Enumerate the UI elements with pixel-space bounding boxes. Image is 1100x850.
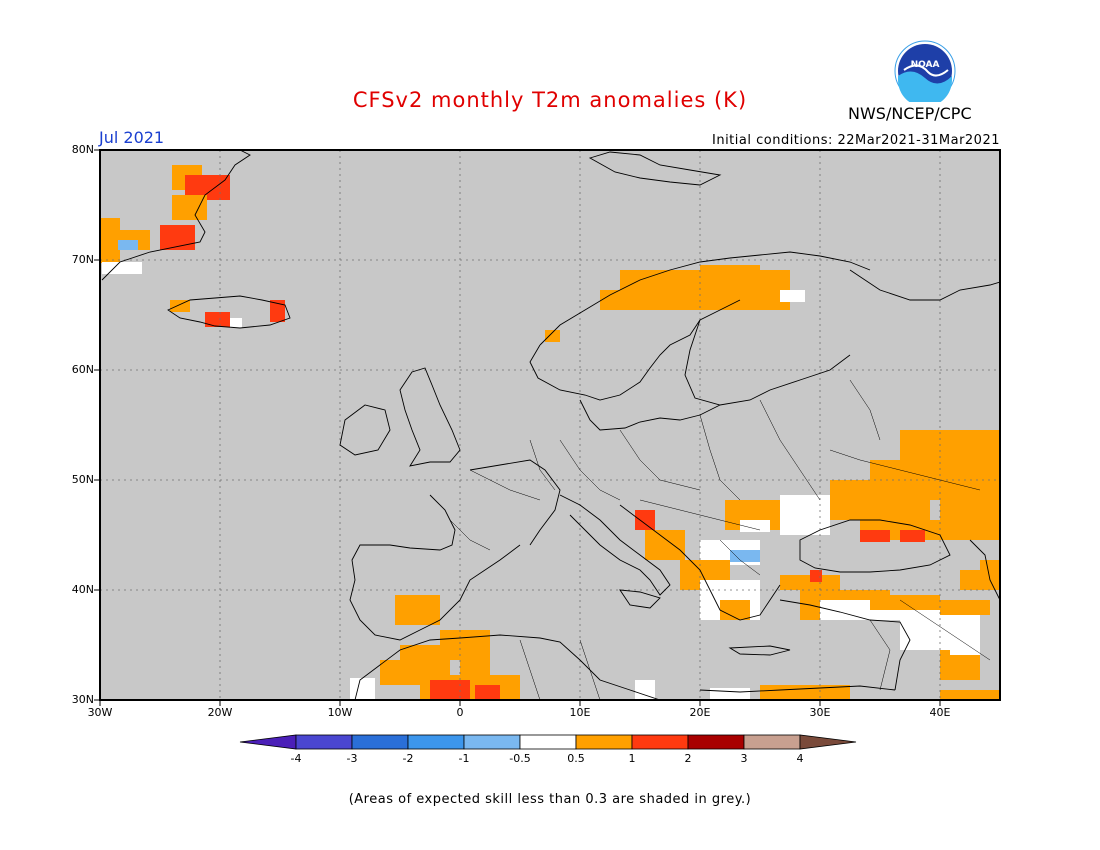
tick-marks: [94, 149, 941, 706]
lon-label: 30W: [87, 706, 113, 719]
colorbar-label: -3: [346, 752, 358, 765]
colorbar-label: -1: [458, 752, 470, 765]
forecast-month: Jul 2021: [99, 128, 165, 147]
colorbar-label: 4: [796, 752, 804, 765]
colorbar-label: 2: [684, 752, 692, 765]
lon-label: 0: [456, 706, 464, 719]
anomaly-cell: [118, 240, 138, 250]
anomaly-cell: [635, 680, 655, 700]
colorbar-arrow-right: [799, 734, 857, 750]
colorbar: [239, 734, 857, 750]
initial-conditions: Initial conditions: 22Mar2021-31Mar2021: [712, 133, 1000, 148]
colorbar-label: 3: [740, 752, 748, 765]
anomaly-cell: [395, 595, 440, 625]
colorbar-swatch: [351, 734, 409, 750]
anomaly-cell: [380, 660, 410, 685]
lon-label: 10E: [569, 706, 591, 719]
coastlines: [101, 150, 1000, 700]
colorbar-label: -0.5: [509, 752, 531, 765]
colorbar-swatch: [631, 734, 689, 750]
anomaly-cell: [270, 300, 285, 322]
gridlines: [100, 150, 1000, 700]
anomaly-cell: [350, 678, 375, 700]
anomaly-cell: [100, 218, 120, 263]
anomaly-cell: [730, 550, 760, 562]
anomaly-cell: [475, 685, 500, 700]
anomaly-cell: [810, 570, 822, 582]
anomaly-cell: [430, 680, 470, 700]
lon-label: 10W: [327, 706, 353, 719]
anomaly-cell: [460, 660, 490, 680]
anomaly-cell: [950, 630, 980, 655]
colorbar-swatch: [407, 734, 465, 750]
colorbar-arrow-left: [239, 734, 297, 750]
lon-label: 30E: [809, 706, 831, 719]
colorbar-swatch: [743, 734, 801, 750]
lat-label: 60N: [71, 363, 94, 376]
anomaly-cell: [870, 595, 940, 610]
colorbar-label: 1: [628, 752, 636, 765]
anomaly-cell: [780, 495, 830, 535]
anomaly-cell: [160, 225, 195, 250]
anomaly-cell: [720, 600, 750, 620]
anomaly-cell: [170, 300, 190, 312]
anomaly-cell: [980, 560, 1000, 590]
lat-label: 30N: [71, 693, 94, 706]
lat-label: 50N: [71, 473, 94, 486]
anomaly-cell: [940, 690, 1000, 700]
colorbar-swatch: [295, 734, 353, 750]
colorbar-swatch: [575, 734, 633, 750]
lon-label: 20W: [207, 706, 233, 719]
logo-text: NOAA: [911, 60, 940, 70]
anomaly-cell: [635, 510, 655, 530]
anomaly-cell: [172, 195, 207, 220]
colorbar-label: -4: [290, 752, 302, 765]
anomaly-cell: [780, 290, 805, 302]
anomaly-cell: [205, 312, 230, 327]
footnote: (Areas of expected skill less than 0.3 a…: [348, 792, 752, 807]
agency-label: NWS/NCEP/CPC: [848, 104, 972, 123]
colorbar-swatch: [463, 734, 521, 750]
chart-title: CFSv2 monthly T2m anomalies (K): [352, 88, 748, 112]
anomaly-cell: [820, 685, 850, 700]
lon-label: 20E: [689, 706, 711, 719]
anomaly-cell: [940, 600, 990, 615]
anomaly-cell: [440, 630, 490, 660]
borders: [449, 379, 991, 700]
colorbar-swatch: [519, 734, 577, 750]
lon-label: 40E: [929, 706, 951, 719]
lat-label: 80N: [71, 143, 94, 156]
anomaly-cells: [100, 165, 1000, 700]
noaa-logo-icon: NOAA: [894, 40, 956, 102]
anomaly-cell: [940, 490, 1000, 540]
anomaly-cell: [740, 520, 770, 532]
anomaly-cell: [102, 262, 142, 274]
map-frame: [99, 149, 1001, 701]
anomaly-cell: [700, 265, 760, 285]
lat-label: 70N: [71, 253, 94, 266]
colorbar-label: 0.5: [567, 752, 585, 765]
anomaly-cell: [830, 480, 930, 520]
anomaly-cell: [710, 688, 750, 700]
colorbar-label: -2: [402, 752, 414, 765]
colorbar-swatch: [687, 734, 745, 750]
anomaly-cell: [760, 685, 820, 700]
anomaly-cell: [545, 330, 560, 342]
anomaly-cell: [645, 530, 685, 560]
anomaly-cell: [860, 530, 890, 542]
lat-label: 40N: [71, 583, 94, 596]
anomaly-cell: [900, 530, 925, 542]
anomaly-cell: [230, 318, 242, 328]
